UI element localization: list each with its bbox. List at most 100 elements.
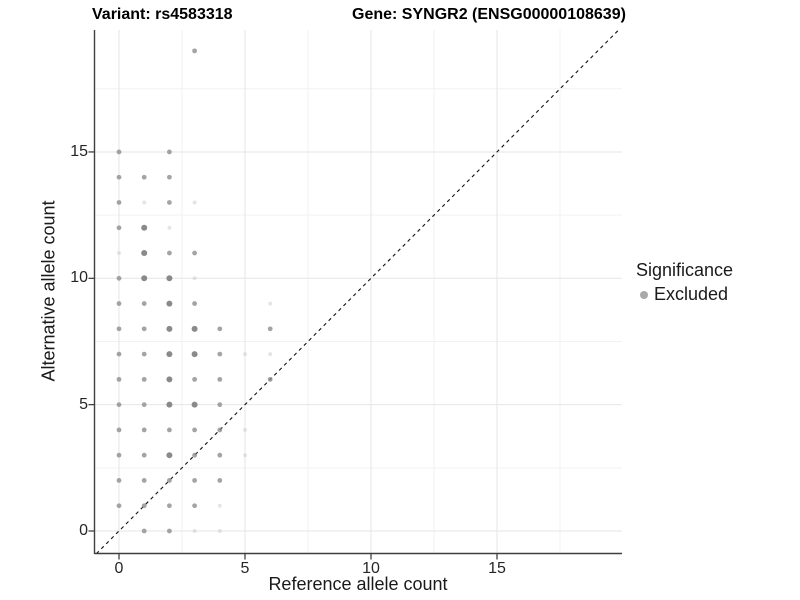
data-point [192,48,198,54]
data-point [141,275,148,282]
data-point [142,200,147,205]
data-point [191,351,198,358]
data-point [167,225,172,230]
data-point [217,452,223,458]
data-point [217,529,222,533]
data-point [166,325,173,332]
y-axis-title: Alternative allele count [38,200,59,382]
data-point [116,326,122,332]
data-points [116,48,273,534]
data-point [116,149,122,155]
data-point [141,427,147,433]
data-point [167,528,172,534]
data-point [141,351,147,357]
legend: Significance Excluded [636,260,733,305]
data-point [166,351,173,358]
data-point [192,503,198,509]
data-point [167,174,172,180]
y-tick-label: 0 [79,522,88,539]
data-point [217,427,223,433]
legend-item-label: Excluded [654,284,729,304]
data-point [116,478,122,483]
data-point [116,200,122,205]
data-point [192,376,198,382]
data-point [192,200,197,205]
data-point [217,402,223,408]
data-point [268,301,273,306]
data-point [166,376,173,383]
x-tick-label: 10 [362,560,380,577]
data-point [217,478,223,483]
data-point [141,402,147,408]
major-gridlines [95,30,622,553]
data-point [141,528,147,534]
data-point [166,300,173,307]
data-point [167,250,172,256]
data-point [167,200,172,205]
data-point [192,529,197,533]
data-point [141,478,147,483]
data-point [116,275,122,281]
data-point [116,402,122,408]
data-point [192,250,198,256]
data-point [167,149,172,155]
data-point [243,427,247,432]
plot-title-gene: Gene: SYNGR2 (ENSG00000108639) [352,6,626,23]
data-point [167,503,172,509]
data-point [116,376,122,382]
data-point [141,174,147,180]
axis-lines-and-ticks [88,30,622,560]
legend-title: Significance [636,260,734,280]
data-point [141,376,147,382]
data-point [141,250,148,257]
data-point [192,452,198,458]
data-point [116,427,122,433]
y-tick-label: 10 [70,269,88,287]
data-point [167,427,172,433]
x-axis-title: Reference allele count [268,574,448,594]
y-tick-label: 15 [70,142,88,160]
data-point [167,478,172,483]
data-point [217,376,223,382]
data-point [191,325,198,332]
data-point [166,275,173,282]
data-point [192,427,198,433]
data-point [141,224,148,231]
data-point [116,351,122,357]
data-point [166,401,173,408]
data-point [116,174,122,180]
data-point [116,225,122,231]
x-tick-label: 0 [114,560,124,577]
data-point [141,326,147,332]
identity-diagonal-line [95,29,620,555]
data-point [267,376,273,382]
data-point [243,352,247,357]
data-point [217,351,223,357]
data-point [166,452,173,459]
plot-title-variant: Variant: rs4583318 [92,6,233,23]
data-point [243,453,247,458]
data-point [192,276,197,281]
data-point [217,503,222,508]
data-point [141,452,147,458]
data-point [268,352,273,357]
minor-gridlines [95,30,622,553]
data-point [141,301,147,306]
data-point [267,326,273,332]
y-tick-label: 5 [79,395,88,413]
data-point [141,503,147,509]
excluded-point-icon [640,290,648,299]
x-tick-label: 15 [488,560,506,577]
data-point [117,251,121,256]
data-point [192,301,198,306]
x-tick-label: 5 [240,560,250,577]
data-point [116,452,122,458]
data-point [217,326,223,332]
legend-item-excluded: Excluded [636,284,733,305]
data-point [191,401,198,408]
data-point [192,478,198,483]
identity-line [95,29,620,555]
data-point [116,503,122,509]
